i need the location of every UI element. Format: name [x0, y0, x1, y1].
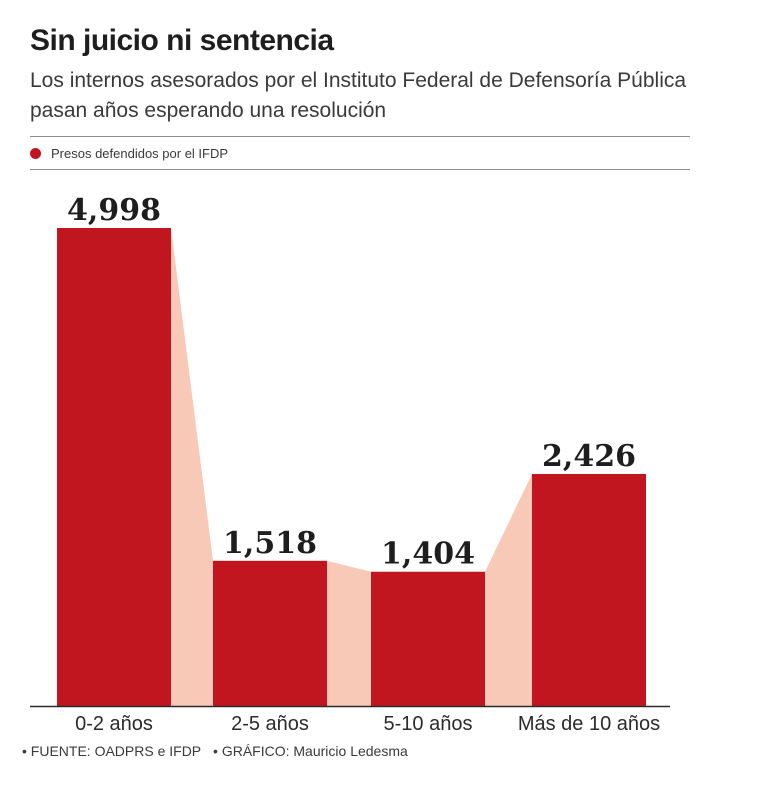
bar-value-label: 1,404: [381, 537, 475, 572]
legend-swatch: [30, 147, 41, 159]
bar-layer: [57, 228, 646, 706]
bar-value-label: 2,426: [542, 439, 636, 474]
value-label-layer: 4,998 1,518 1,404 2,426: [67, 193, 636, 572]
category-label: 2-5 años: [231, 713, 309, 735]
legend-label: Presos defendidos por el IFDP: [51, 145, 229, 161]
bar-4: [532, 473, 646, 706]
bar-2: [213, 560, 327, 706]
credit-note: • GRÁFICO: Mauricio Ledesma: [213, 743, 408, 759]
footer: • FUENTE: OADPRS e IFDP • GRÁFICO: Mauri…: [22, 743, 416, 759]
category-label: Más de 10 años: [518, 713, 660, 735]
bar-1: [57, 228, 171, 706]
connector-layer: [171, 228, 532, 706]
legend: Presos defendidos por el IFDP: [30, 140, 228, 166]
category-label-layer: 0-2 años 2-5 años 5-10 años Más de 10 años: [75, 713, 660, 735]
chart-subtitle: Los internos asesorados por el Instituto…: [30, 69, 687, 122]
connector-1: [171, 228, 213, 706]
source-note: • FUENTE: OADPRS e IFDP: [22, 743, 202, 759]
chart-title: Sin juicio ni sentencia: [30, 24, 334, 57]
bottom-divider: [30, 169, 690, 170]
bar-3: [371, 571, 485, 706]
connector-2: [327, 560, 371, 706]
category-label: 5-10 años: [384, 713, 473, 735]
category-label: 0-2 años: [75, 713, 153, 735]
connector-3: [485, 473, 532, 706]
bar-value-label: 1,518: [223, 526, 317, 561]
top-divider: [30, 136, 690, 137]
bar-value-label: 4,998: [67, 193, 161, 228]
